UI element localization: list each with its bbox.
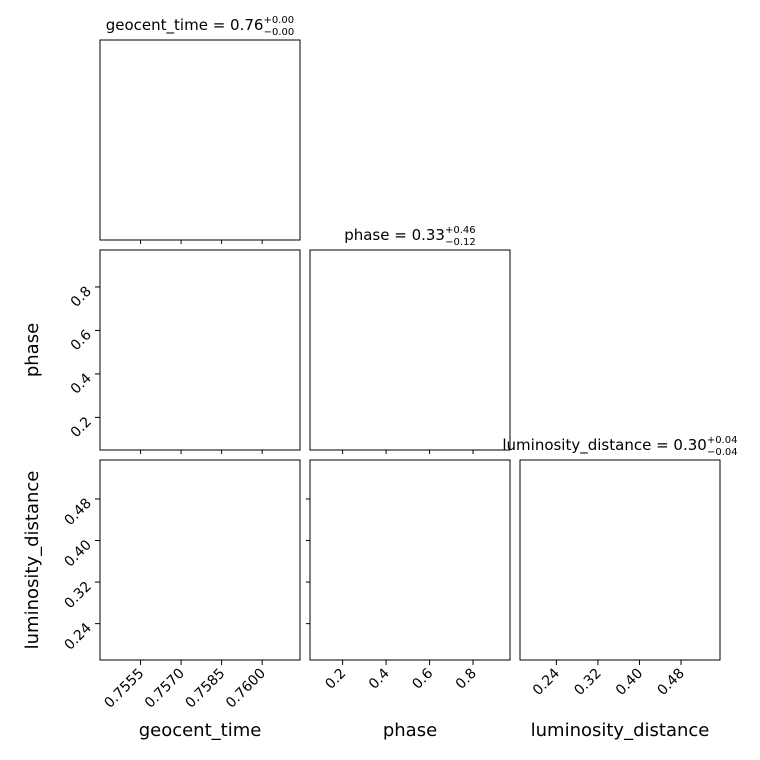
sample-point <box>304 553 305 554</box>
sample-point <box>97 571 98 572</box>
sample-point <box>91 621 92 622</box>
histogram-bar <box>300 236 310 240</box>
sample-point <box>54 637 55 638</box>
sample-point <box>97 258 98 259</box>
sample-point <box>81 251 82 252</box>
sample-point <box>96 253 97 254</box>
sample-point <box>139 246 140 247</box>
sample-point <box>98 577 99 578</box>
sample-point <box>76 609 77 610</box>
sample-point <box>92 246 93 247</box>
sample-point <box>107 241 108 242</box>
sample-point <box>51 598 52 599</box>
sample-point <box>130 243 131 244</box>
sample-point <box>84 601 85 602</box>
sample-point <box>155 243 156 244</box>
sample-point <box>73 615 74 616</box>
phase_vs_geocent_time-frame <box>99 249 301 451</box>
sample-point <box>110 246 111 247</box>
luminosity_distance_vs_geocent_time-frame <box>99 459 301 661</box>
sample-point <box>63 591 64 592</box>
sample-point <box>126 246 127 247</box>
sample-point <box>98 625 99 626</box>
panels-layer: geocent_time = 0.76+0.00 −0.00 phase = 0.3… <box>50 15 738 665</box>
sample-point <box>97 385 98 386</box>
sample-point <box>82 364 83 365</box>
sample-point <box>88 373 89 374</box>
sample-point <box>94 620 95 621</box>
sample-point <box>62 605 63 606</box>
sample-point <box>89 251 90 252</box>
sample-point <box>91 564 92 565</box>
sample-point <box>85 263 86 264</box>
sample-point <box>89 606 90 607</box>
sample-point <box>81 234 82 235</box>
sample-point <box>463 663 464 664</box>
phase-title: phase = 0.33+0.46 −0.12 <box>344 225 476 248</box>
sample-point <box>93 597 94 598</box>
sample-point <box>196 245 197 246</box>
sample-point <box>87 564 88 565</box>
sample-point <box>97 357 98 358</box>
sample-point <box>242 451 243 452</box>
sample-point <box>90 618 91 619</box>
sample-point <box>50 606 51 607</box>
sample-point <box>89 621 90 622</box>
sample-point <box>117 247 118 248</box>
phase-hist-frame <box>309 249 511 451</box>
histogram-bar <box>310 238 320 240</box>
sample-point <box>96 594 97 595</box>
luminosity_distance-hist-frame <box>519 459 721 661</box>
sample-point <box>144 247 145 248</box>
luminosity_distance-title: luminosity_distance = 0.30+0.04 −0.04 <box>502 435 737 458</box>
sample-point <box>78 621 79 622</box>
sample-point <box>162 244 163 245</box>
sample-point <box>93 610 94 611</box>
geocent_time-title: geocent_time = 0.76+0.00 −0.00 <box>106 15 295 38</box>
sample-point <box>55 354 56 355</box>
sample-point <box>96 379 97 380</box>
sample-point <box>96 601 97 602</box>
sample-point <box>81 259 82 260</box>
sample-point <box>188 245 189 246</box>
sample-point <box>254 455 255 456</box>
sample-point <box>84 620 85 621</box>
sample-point <box>98 602 99 603</box>
geocent_time-hist-frame <box>99 39 301 241</box>
sample-point <box>125 245 126 246</box>
sample-point <box>95 364 96 365</box>
